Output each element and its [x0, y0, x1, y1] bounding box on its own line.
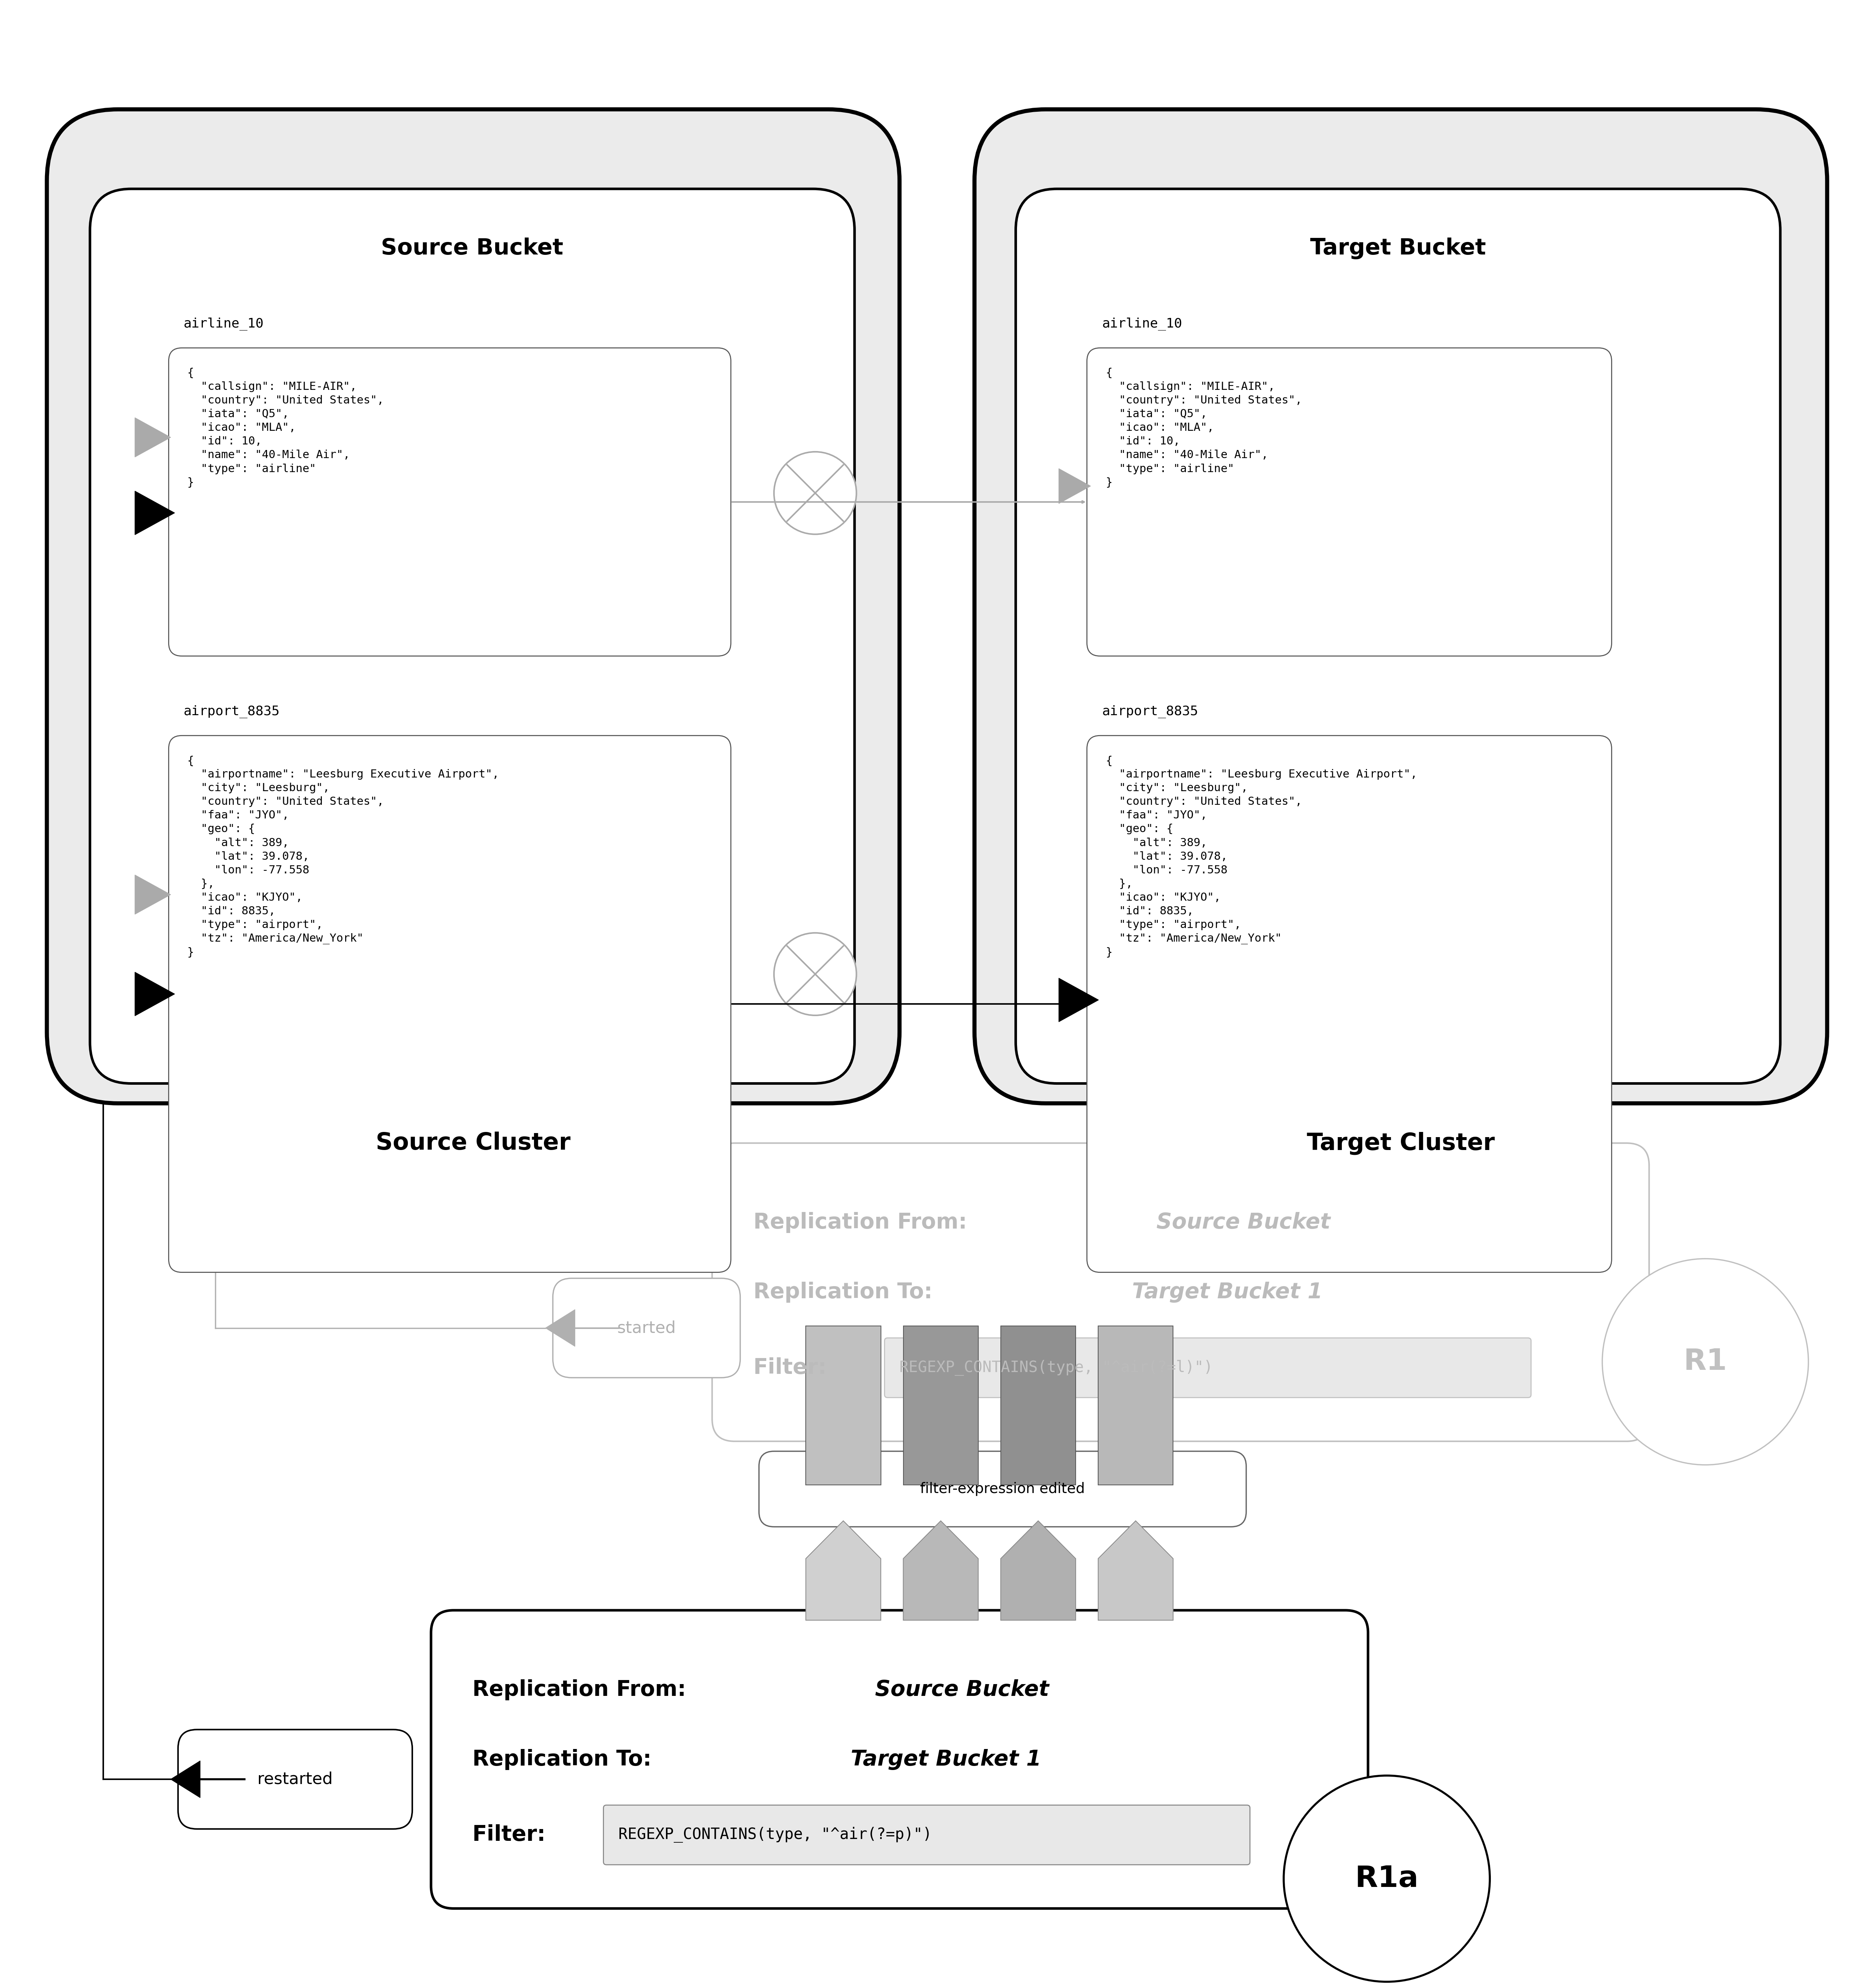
FancyBboxPatch shape: [712, 1143, 1649, 1441]
FancyBboxPatch shape: [1087, 736, 1612, 1272]
Text: Target Bucket 1: Target Bucket 1: [851, 1749, 1042, 1769]
Text: Source Bucket: Source Bucket: [1156, 1213, 1331, 1233]
FancyBboxPatch shape: [1016, 189, 1780, 1083]
Polygon shape: [1001, 1521, 1076, 1620]
Text: Source Bucket: Source Bucket: [380, 239, 564, 258]
Bar: [1098, 1326, 1173, 1485]
Polygon shape: [135, 875, 171, 914]
FancyBboxPatch shape: [431, 1610, 1368, 1908]
Text: {
  "callsign": "MILE-AIR",
  "country": "United States",
  "iata": "Q5",
  "ica: { "callsign": "MILE-AIR", "country": "Un…: [1106, 368, 1302, 487]
Bar: [1001, 1326, 1076, 1485]
FancyBboxPatch shape: [90, 189, 855, 1083]
FancyBboxPatch shape: [169, 348, 731, 656]
FancyBboxPatch shape: [553, 1278, 740, 1378]
Text: Target Cluster: Target Cluster: [1306, 1131, 1495, 1155]
FancyBboxPatch shape: [974, 109, 1827, 1103]
Circle shape: [774, 932, 856, 1016]
Text: restarted: restarted: [257, 1771, 334, 1787]
Circle shape: [1284, 1775, 1490, 1982]
Polygon shape: [903, 1521, 978, 1620]
Text: Replication From:: Replication From:: [472, 1680, 693, 1700]
FancyBboxPatch shape: [47, 109, 900, 1103]
Polygon shape: [1059, 469, 1091, 503]
Text: Source Bucket: Source Bucket: [875, 1680, 1049, 1700]
Text: airport_8835: airport_8835: [1102, 706, 1197, 718]
FancyBboxPatch shape: [178, 1730, 412, 1829]
Text: Replication To:: Replication To:: [472, 1749, 660, 1769]
Polygon shape: [545, 1310, 575, 1346]
Text: {
  "airportname": "Leesburg Executive Airport",
  "city": "Leesburg",
  "countr: { "airportname": "Leesburg Executive Air…: [187, 755, 498, 958]
Text: started: started: [617, 1320, 677, 1336]
Text: airport_8835: airport_8835: [184, 706, 279, 718]
Text: Replication To:: Replication To:: [753, 1282, 941, 1302]
FancyBboxPatch shape: [603, 1805, 1250, 1865]
Polygon shape: [135, 491, 174, 535]
Text: Target Bucket 1: Target Bucket 1: [1132, 1282, 1323, 1302]
Circle shape: [1602, 1258, 1808, 1465]
Bar: [806, 1326, 881, 1485]
FancyBboxPatch shape: [1087, 348, 1612, 656]
Text: filter-expression edited: filter-expression edited: [920, 1481, 1085, 1497]
Text: R1: R1: [1683, 1348, 1728, 1376]
Text: REGEXP_CONTAINS(type, "^air(?=l)"): REGEXP_CONTAINS(type, "^air(?=l)"): [900, 1360, 1212, 1376]
Polygon shape: [1098, 1521, 1173, 1620]
Polygon shape: [171, 1761, 201, 1797]
FancyBboxPatch shape: [885, 1338, 1531, 1398]
Polygon shape: [806, 1521, 881, 1620]
Polygon shape: [1059, 978, 1098, 1022]
Text: Source Cluster: Source Cluster: [377, 1131, 570, 1155]
Text: {
  "airportname": "Leesburg Executive Airport",
  "city": "Leesburg",
  "countr: { "airportname": "Leesburg Executive Air…: [1106, 755, 1417, 958]
Polygon shape: [135, 417, 171, 457]
Text: {
  "callsign": "MILE-AIR",
  "country": "United States",
  "iata": "Q5",
  "ica: { "callsign": "MILE-AIR", "country": "Un…: [187, 368, 384, 487]
Circle shape: [774, 451, 856, 535]
Text: Target Bucket: Target Bucket: [1310, 239, 1486, 258]
Text: airline_10: airline_10: [1102, 318, 1182, 330]
Text: Replication From:: Replication From:: [753, 1213, 974, 1233]
Text: REGEXP_CONTAINS(type, "^air(?=p)"): REGEXP_CONTAINS(type, "^air(?=p)"): [618, 1827, 931, 1843]
FancyBboxPatch shape: [169, 736, 731, 1272]
Text: Filter:: Filter:: [472, 1825, 545, 1845]
Bar: [903, 1326, 978, 1485]
FancyBboxPatch shape: [759, 1451, 1246, 1527]
Text: airline_10: airline_10: [184, 318, 264, 330]
Text: R1a: R1a: [1355, 1865, 1419, 1893]
Polygon shape: [135, 972, 174, 1016]
Text: Filter:: Filter:: [753, 1358, 826, 1378]
